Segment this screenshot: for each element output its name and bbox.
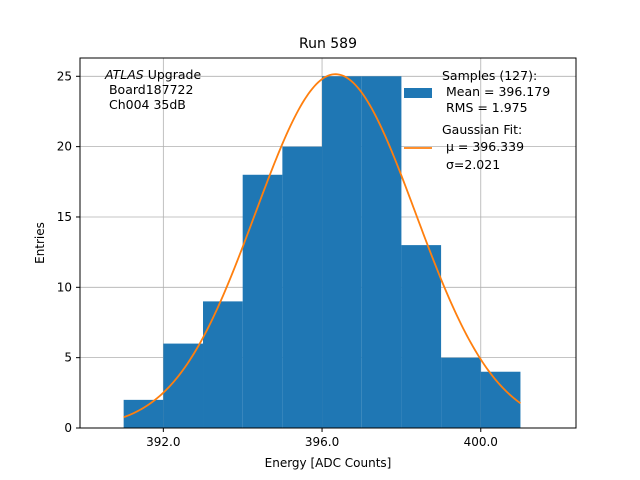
y-tick-label-0: 0 [64, 421, 72, 435]
gaussian-fit-layer [123, 73, 521, 419]
legend-fit-line-1: Gaussian Fit: [442, 122, 522, 137]
annotation-line-1: ATLAS Upgrade [104, 67, 201, 82]
histogram-bar-2 [203, 301, 243, 428]
atlas-annotation: ATLAS Upgrade Board187722 Ch004 35dB [104, 67, 201, 112]
legend-fit-line-3: σ=2.021 [442, 157, 500, 172]
x-axis-title: Energy [ADC Counts] [265, 456, 392, 470]
legend-samples-line-3: RMS = 1.975 [442, 100, 528, 115]
annotation-line-2: Board187722 [105, 82, 193, 97]
plot-frame [79, 57, 577, 429]
histogram-bar-4 [282, 146, 323, 429]
x-tick-label-1: 396.0 [305, 435, 339, 449]
y-tick-label-1: 5 [64, 351, 72, 365]
x-tick-label-2: 400.0 [464, 435, 498, 449]
y-tick-label-5: 25 [57, 69, 72, 83]
legend: Samples (127): Mean = 396.179 RMS = 1.97… [404, 68, 550, 172]
chart-title: Run 589 [299, 36, 357, 52]
y-axis-title: Entries [33, 222, 47, 264]
legend-samples-swatch [404, 88, 432, 98]
y-tick-label-4: 20 [57, 140, 72, 154]
histogram-bar-7 [401, 245, 442, 428]
legend-samples-line-1: Samples (127): [442, 68, 537, 83]
legend-samples-line-2: Mean = 396.179 [442, 84, 550, 99]
histogram-bar-8 [441, 357, 481, 428]
histogram-bar-6 [361, 76, 402, 428]
histogram-bar-5 [322, 76, 362, 428]
annotation-line-3: Ch004 35dB [105, 97, 186, 112]
histogram-bar-9 [480, 371, 521, 428]
y-tick-label-3: 15 [57, 210, 72, 224]
y-tick-label-2: 10 [57, 280, 72, 294]
x-axis-ticks: 392.0 396.0 400.0 [146, 428, 498, 449]
x-tick-label-0: 392.0 [146, 435, 180, 449]
annotation-upgrade: Upgrade [144, 67, 202, 82]
gaussian-fit-curve [123, 73, 521, 419]
histogram-bar-3 [242, 174, 283, 428]
legend-fit-line-2: μ = 396.339 [442, 139, 524, 154]
y-axis-ticks: 0 5 10 15 20 25 [57, 69, 80, 435]
annotation-atlas: ATLAS [104, 67, 144, 82]
